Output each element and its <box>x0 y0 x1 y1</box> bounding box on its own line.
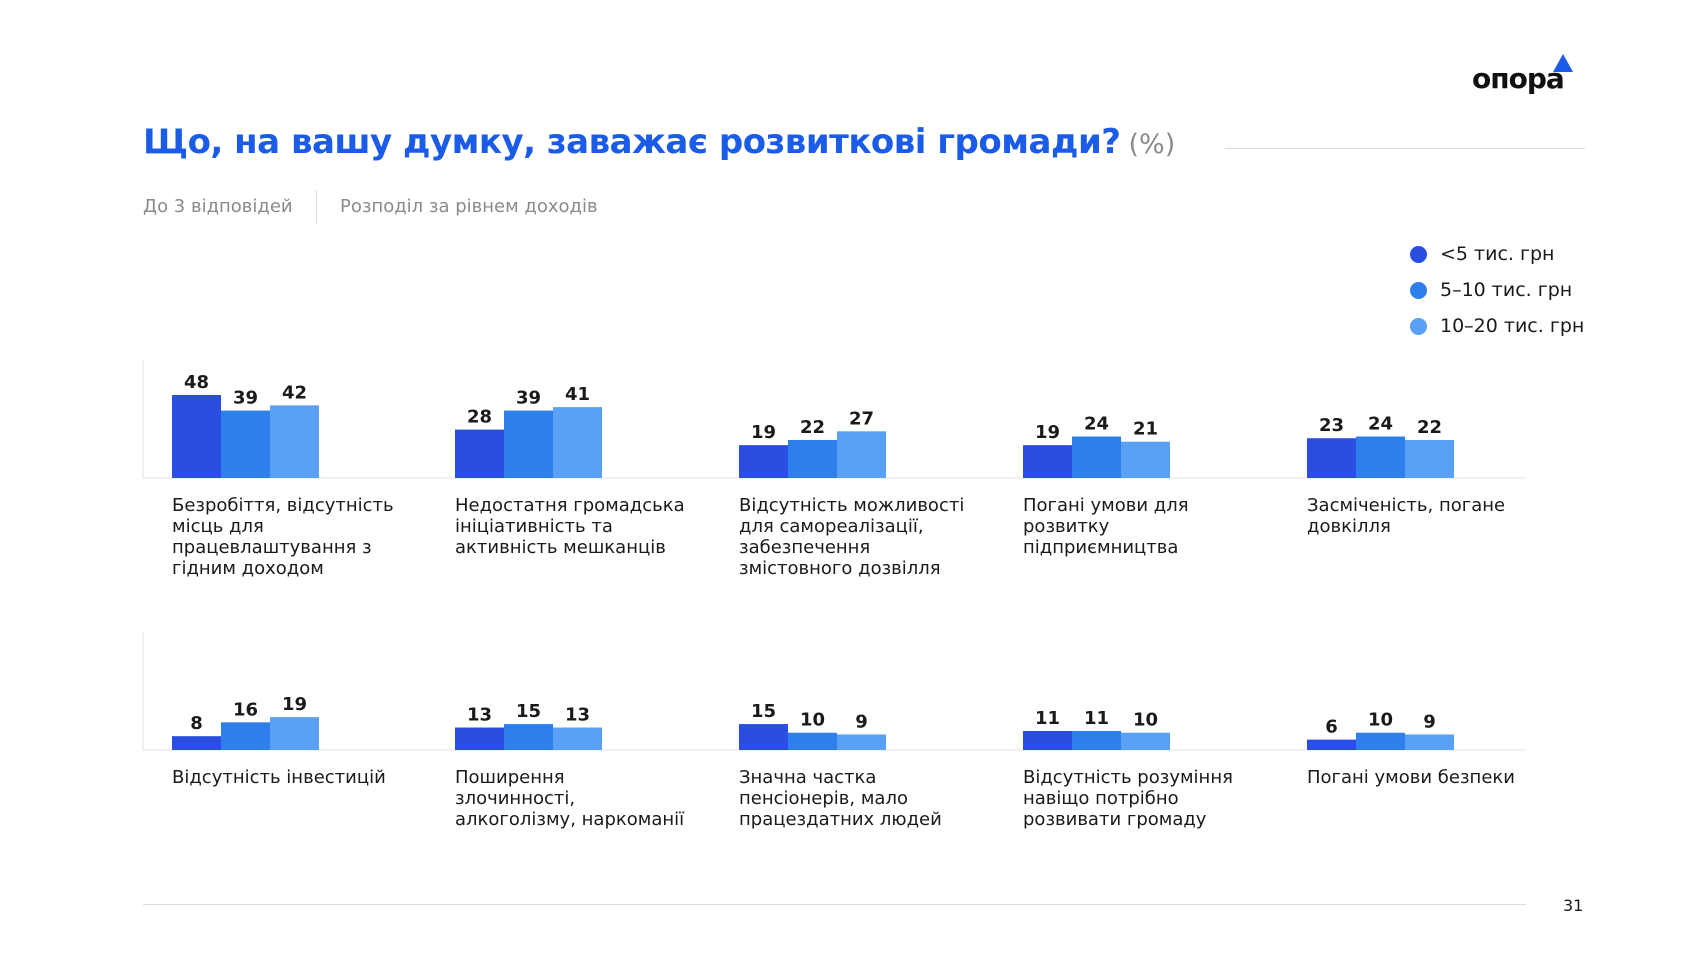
chart-legend: <5 тис. грн 5–10 тис. грн 10–20 тис. грн <box>1410 236 1584 344</box>
bar <box>270 717 319 750</box>
category-label: Погані умови безпеки <box>1307 767 1515 788</box>
bar <box>1356 436 1405 478</box>
opora-logo: опора <box>1472 62 1565 95</box>
bar <box>1121 732 1170 750</box>
data-label: 24 <box>1368 414 1393 435</box>
bar <box>553 727 602 750</box>
data-label: 41 <box>565 384 590 405</box>
bar <box>1356 732 1405 750</box>
data-label: 27 <box>849 408 874 429</box>
bar <box>1307 739 1356 750</box>
data-label: 11 <box>1084 708 1109 729</box>
data-label: 6 <box>1325 717 1338 738</box>
legend-dot <box>1410 317 1427 335</box>
bar <box>455 727 504 750</box>
bar <box>504 410 553 478</box>
category-label: Відсутність інвестицій <box>172 767 386 788</box>
bar <box>221 722 270 750</box>
bar <box>739 445 788 478</box>
bar <box>270 405 319 478</box>
data-label: 9 <box>1423 711 1436 732</box>
data-label: 15 <box>751 701 776 722</box>
data-label: 15 <box>516 701 541 722</box>
logo-triangle-icon <box>1553 54 1573 72</box>
data-label: 10 <box>1368 710 1393 731</box>
data-label: 19 <box>1035 422 1060 443</box>
subtitle-divider <box>316 190 317 224</box>
bar <box>739 724 788 750</box>
category-label: Відсутність можливості для самореалізаці… <box>739 495 965 579</box>
bar <box>553 407 602 478</box>
bar <box>788 439 837 478</box>
legend-label: <5 тис. грн <box>1440 243 1555 265</box>
logo-text: опора <box>1472 62 1565 95</box>
data-label: 16 <box>233 699 258 720</box>
data-label: 48 <box>184 372 209 393</box>
bar <box>221 410 270 478</box>
bar <box>837 431 886 478</box>
data-label: 8 <box>190 713 203 734</box>
page-title: Що, на вашу думку, заважає розвиткові гр… <box>143 122 1175 162</box>
data-label: 39 <box>516 388 541 409</box>
footer-divider <box>143 904 1526 905</box>
data-label: 9 <box>855 711 868 732</box>
subtitle-answers: До 3 відповідей <box>143 196 293 217</box>
bar <box>1072 730 1121 750</box>
bar <box>1121 441 1170 478</box>
data-label: 21 <box>1133 419 1158 440</box>
data-label: 10 <box>800 710 825 731</box>
bar <box>837 734 886 750</box>
category-label: Відсутність розуміння навіщо потрібно ро… <box>1023 767 1233 830</box>
bar <box>172 395 221 478</box>
title-divider <box>1225 148 1585 149</box>
data-label: 10 <box>1133 710 1158 731</box>
bar <box>1072 436 1121 478</box>
category-label: Поширення злочинності, алкоголізму, нарк… <box>455 767 685 830</box>
legend-dot <box>1410 245 1427 263</box>
data-label: 19 <box>751 422 776 443</box>
legend-dot <box>1410 281 1427 299</box>
bar <box>172 736 221 750</box>
bar <box>1307 438 1356 478</box>
data-label: 24 <box>1084 414 1109 435</box>
data-label: 11 <box>1035 708 1060 729</box>
bar <box>455 429 504 478</box>
bar <box>788 732 837 750</box>
subtitle-breakdown: Розподіл за рівнем доходів <box>340 196 598 217</box>
bar <box>1023 730 1072 750</box>
bar <box>1405 734 1454 750</box>
data-label: 42 <box>282 382 307 403</box>
bar <box>1023 445 1072 478</box>
bar <box>504 724 553 750</box>
legend-item: <5 тис. грн <box>1410 236 1584 272</box>
page-number: 31 <box>1563 896 1584 915</box>
legend-label: 10–20 тис. грн <box>1440 315 1585 337</box>
data-label: 22 <box>800 417 825 438</box>
data-label: 23 <box>1319 415 1344 436</box>
category-label: Значна частка пенсіонерів, мало працезда… <box>739 767 942 830</box>
category-label: Безробіття, відсутність місць для працев… <box>172 495 394 579</box>
data-label: 13 <box>565 705 590 726</box>
data-label: 28 <box>467 407 492 428</box>
data-label: 22 <box>1417 417 1442 438</box>
legend-item: 5–10 тис. грн <box>1410 272 1584 308</box>
category-label: Засміченість, погане довкілля <box>1307 495 1506 537</box>
category-label: Недостатня громадська ініціативність та … <box>455 495 685 558</box>
legend-label: 5–10 тис. грн <box>1440 279 1573 301</box>
legend-item: 10–20 тис. грн <box>1410 308 1584 344</box>
data-label: 13 <box>467 705 492 726</box>
title-text: Що, на вашу думку, заважає розвиткові гр… <box>143 122 1121 162</box>
bar <box>1405 439 1454 478</box>
title-unit: (%) <box>1128 129 1176 160</box>
category-label: Погані умови для розвитку підприємництва <box>1023 495 1189 558</box>
data-label: 19 <box>282 694 307 715</box>
data-label: 39 <box>233 388 258 409</box>
